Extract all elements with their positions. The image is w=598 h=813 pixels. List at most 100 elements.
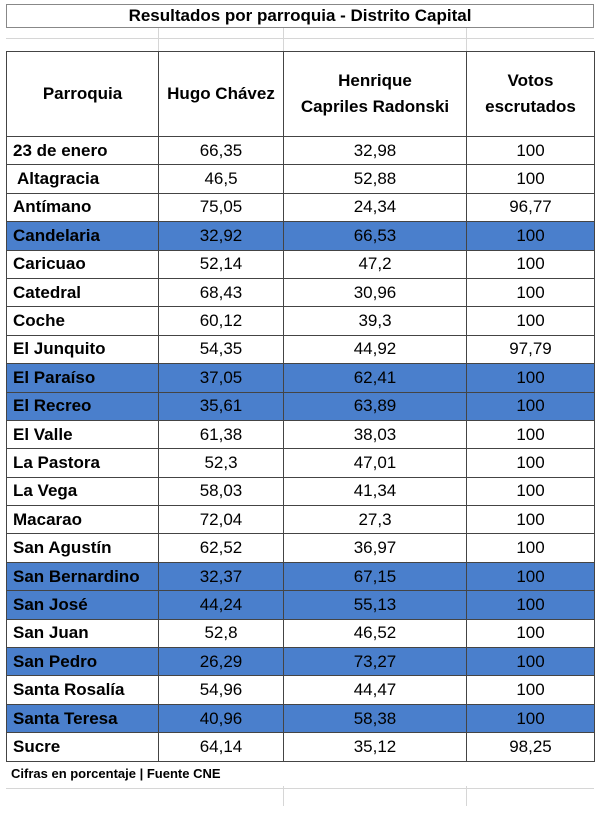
cell-chavez: 46,5 — [158, 164, 284, 194]
cell-votos: 100 — [466, 277, 595, 308]
header-parroquia: Parroquia — [6, 51, 159, 137]
cell-votos: 100 — [466, 647, 595, 677]
cell-chavez: 32,37 — [158, 561, 284, 592]
cell-parroquia: San Agustín — [6, 533, 159, 563]
table-row: San Agustín 62,52 36,97 100 — [6, 533, 595, 563]
cell-capriles: 73,27 — [283, 647, 467, 677]
cell-chavez: 66,35 — [158, 135, 284, 166]
cell-capriles: 36,97 — [283, 533, 467, 563]
cell-capriles: 55,13 — [283, 590, 467, 620]
table-row: 23 de enero 66,35 32,98 100 — [6, 135, 595, 166]
cell-votos: 100 — [466, 675, 595, 705]
table-row: Caricuao 52,14 47,2 100 — [6, 249, 595, 279]
table-row: Catedral 68,43 30,96 100 — [6, 277, 595, 308]
table-row: El Valle 61,38 38,03 100 — [6, 419, 595, 450]
cell-capriles: 58,38 — [283, 703, 467, 734]
cell-capriles: 35,12 — [283, 732, 467, 762]
cell-parroquia: Coche — [6, 306, 159, 336]
cell-chavez: 52,3 — [158, 448, 284, 478]
grid-line — [158, 28, 159, 51]
grid-line — [466, 28, 467, 51]
cell-capriles: 27,3 — [283, 505, 467, 535]
cell-parroquia: San José — [6, 590, 159, 620]
cell-chavez: 62,52 — [158, 533, 284, 563]
header-row: Parroquia Hugo Chávez Henrique Capriles … — [6, 51, 595, 137]
cell-chavez: 32,92 — [158, 221, 284, 251]
cell-capriles: 44,47 — [283, 675, 467, 705]
cell-chavez: 75,05 — [158, 192, 284, 223]
table-row: San Bernardino 32,37 67,15 100 — [6, 561, 595, 592]
cell-votos: 100 — [466, 419, 595, 450]
cell-capriles: 38,03 — [283, 419, 467, 450]
cell-capriles: 24,34 — [283, 192, 467, 223]
cell-votos: 100 — [466, 164, 595, 194]
table-body: 23 de enero 66,35 32,98 100 Altagracia 46,5 52… — [6, 135, 595, 762]
cell-parroquia: San Juan — [6, 618, 159, 649]
cell-parroquia: Antímano — [6, 192, 159, 223]
source-note: Cifras en porcentaje | Fuente CNE — [11, 766, 221, 781]
table-row: San Juan 52,8 46,52 100 — [6, 618, 595, 649]
cell-votos: 100 — [466, 590, 595, 620]
header-capriles-line1: Henrique — [338, 71, 412, 90]
grid-line — [283, 786, 284, 806]
cell-capriles: 67,15 — [283, 561, 467, 592]
header-votos-line2: escrutados — [485, 97, 576, 116]
table-row: Antímano 75,05 24,34 96,77 — [6, 192, 595, 223]
cell-capriles: 41,34 — [283, 476, 467, 507]
cell-parroquia: Santa Teresa — [6, 703, 159, 734]
cell-capriles: 47,2 — [283, 249, 467, 279]
header-parroquia-label: Parroquia — [42, 84, 123, 103]
cell-parroquia: Altagracia — [6, 164, 159, 194]
cell-capriles: 52,88 — [283, 164, 467, 194]
cell-votos: 100 — [466, 533, 595, 563]
cell-votos: 100 — [466, 476, 595, 507]
cell-votos: 100 — [466, 703, 595, 734]
cell-capriles: 63,89 — [283, 391, 467, 421]
cell-chavez: 35,61 — [158, 391, 284, 421]
table-row: Sucre 64,14 35,12 98,25 — [6, 732, 595, 762]
cell-chavez: 26,29 — [158, 647, 284, 677]
cell-parroquia: La Vega — [6, 476, 159, 507]
cell-chavez: 58,03 — [158, 476, 284, 507]
table-row: La Pastora 52,3 47,01 100 — [6, 448, 595, 478]
cell-chavez: 60,12 — [158, 306, 284, 336]
table-row: Santa Rosalía 54,96 44,47 100 — [6, 675, 595, 705]
cell-chavez: 54,96 — [158, 675, 284, 705]
header-capriles-line2: Capriles Radonski — [300, 97, 450, 116]
cell-capriles: 39,3 — [283, 306, 467, 336]
table-row: San José 44,24 55,13 100 — [6, 590, 595, 620]
cell-votos: 100 — [466, 618, 595, 649]
table-row: La Vega 58,03 41,34 100 — [6, 476, 595, 507]
cell-chavez: 44,24 — [158, 590, 284, 620]
cell-parroquia: Catedral — [6, 277, 159, 308]
cell-votos: 100 — [466, 249, 595, 279]
cell-chavez: 72,04 — [158, 505, 284, 535]
cell-votos: 100 — [466, 306, 595, 336]
cell-votos: 100 — [466, 221, 595, 251]
grid-line — [6, 788, 594, 789]
cell-votos: 100 — [466, 135, 595, 166]
table-title: Resultados por parroquia - Distrito Capi… — [6, 4, 594, 28]
table-row: El Recreo 35,61 63,89 100 — [6, 391, 595, 421]
cell-capriles: 44,92 — [283, 334, 467, 365]
cell-parroquia: El Junquito — [6, 334, 159, 365]
cell-votos: 100 — [466, 505, 595, 535]
table-row: San Pedro 26,29 73,27 100 — [6, 647, 595, 677]
table-row: El Paraíso 37,05 62,41 100 — [6, 363, 595, 393]
header-chavez: Hugo Chávez — [158, 51, 284, 137]
grid-line — [6, 38, 594, 39]
cell-capriles: 47,01 — [283, 448, 467, 478]
header-capriles: Henrique Capriles Radonski — [283, 51, 467, 137]
cell-votos: 98,25 — [466, 732, 595, 762]
cell-parroquia: La Pastora — [6, 448, 159, 478]
cell-chavez: 37,05 — [158, 363, 284, 393]
cell-parroquia: San Bernardino — [6, 561, 159, 592]
results-table: Parroquia Hugo Chávez Henrique Capriles … — [6, 51, 595, 762]
cell-capriles: 66,53 — [283, 221, 467, 251]
table-row: Macarao 72,04 27,3 100 — [6, 505, 595, 535]
cell-capriles: 32,98 — [283, 135, 467, 166]
table-row: El Junquito 54,35 44,92 97,79 — [6, 334, 595, 365]
cell-chavez: 40,96 — [158, 703, 284, 734]
grid-line — [283, 28, 284, 51]
header-chavez-label: Hugo Chávez — [167, 84, 275, 103]
